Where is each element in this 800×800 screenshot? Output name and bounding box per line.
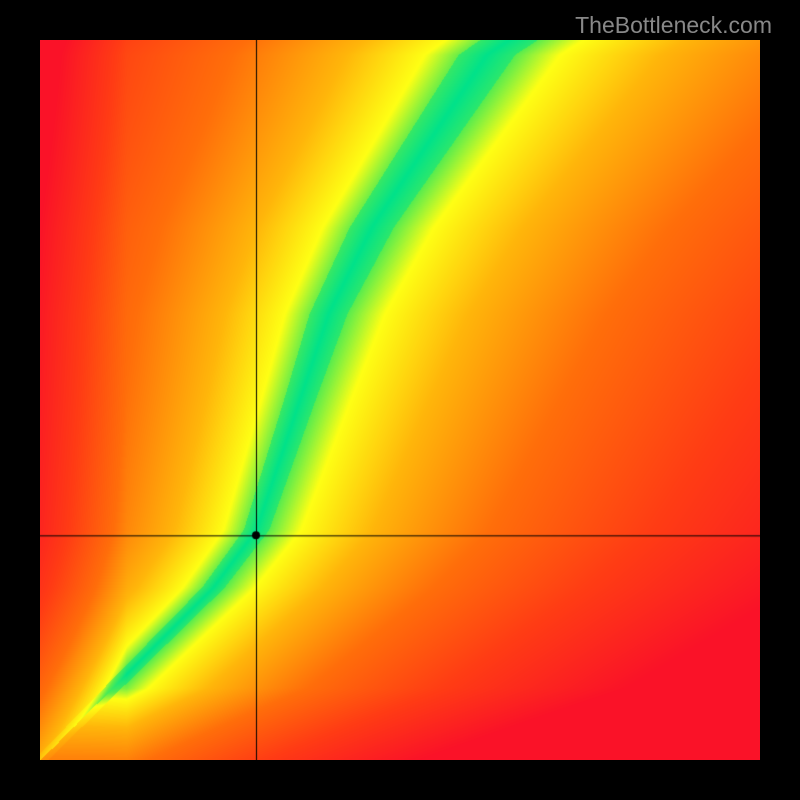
heatmap-plot [40, 40, 760, 760]
watermark-text: TheBottleneck.com [575, 12, 772, 39]
heatmap-canvas [40, 40, 760, 760]
chart-container: TheBottleneck.com [0, 0, 800, 800]
